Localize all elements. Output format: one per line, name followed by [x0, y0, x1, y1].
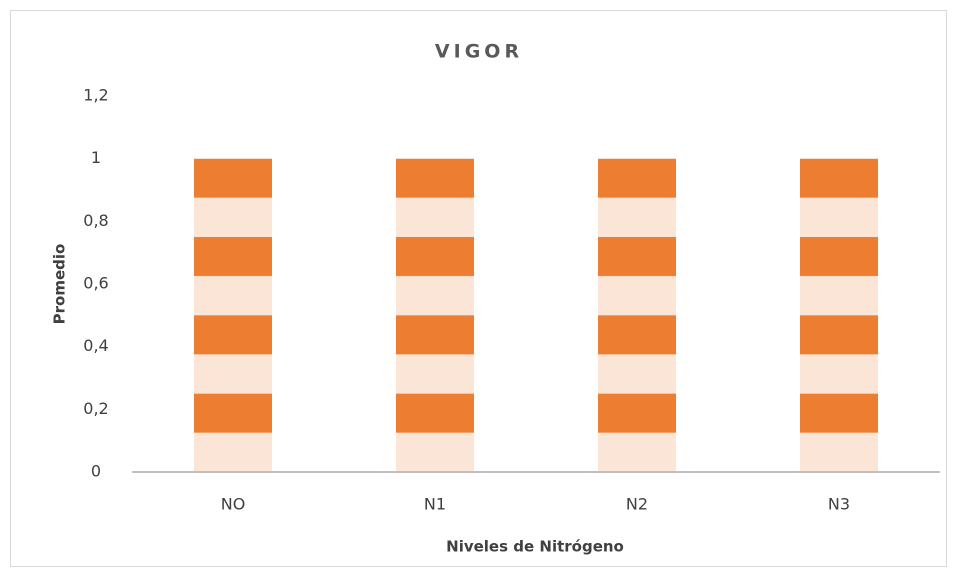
y-axis-title: Promedio — [51, 244, 69, 325]
chart-frame — [10, 10, 947, 567]
bar — [194, 158, 272, 472]
bar — [598, 158, 676, 472]
bar — [800, 158, 878, 472]
x-axis-title: Niveles de Nitrógeno — [446, 538, 624, 556]
y-tick-label: 0 — [91, 462, 101, 481]
chart-title: VIGOR — [435, 41, 523, 63]
x-tick-label: NO — [221, 495, 246, 514]
y-tick-label: 0,6 — [83, 274, 108, 293]
x-tick-label: N2 — [626, 495, 648, 514]
y-tick-label: 0,2 — [83, 399, 108, 418]
x-tick-label: N3 — [828, 495, 850, 514]
y-tick-label: 1 — [91, 148, 101, 167]
x-tick-label: N1 — [424, 495, 446, 514]
y-tick-label: 0,4 — [83, 336, 108, 355]
bar — [396, 158, 474, 472]
y-tick-label: 0,8 — [83, 211, 108, 230]
y-tick-label: 1,2 — [83, 86, 108, 105]
